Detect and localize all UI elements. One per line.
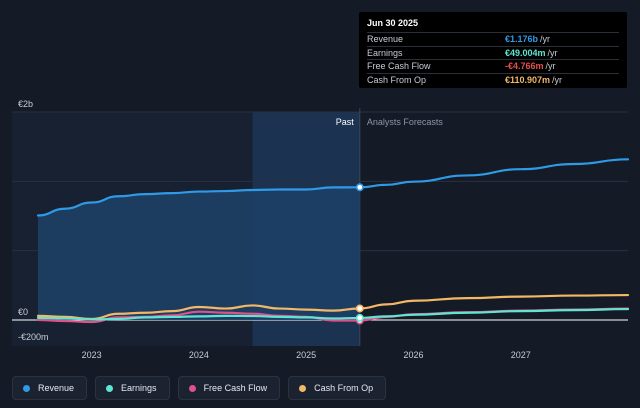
legend: Revenue Earnings Free Cash Flow Cash Fro… (12, 376, 387, 400)
legend-dot-icon (188, 384, 196, 392)
forecast-label: Analysts Forecasts (367, 117, 444, 127)
series-line-cash-from-op (36, 293, 630, 321)
tooltip-date: Jun 30 2025 (367, 18, 419, 28)
legend-dot-icon (106, 384, 114, 392)
legend-dot-icon (299, 384, 307, 392)
tooltip-label: Cash From Op (367, 74, 427, 85)
legend-item-cash-from-op[interactable]: Cash From Op (288, 376, 387, 400)
legend-label: Cash From Op (314, 383, 374, 393)
legend-item-earnings[interactable]: Earnings (95, 376, 170, 400)
marker-revenue (355, 183, 364, 192)
tooltip-value: €110.907m (505, 74, 551, 85)
x-tick-label: 2023 (82, 350, 102, 360)
x-tick-label: 2027 (511, 350, 531, 360)
legend-item-revenue[interactable]: Revenue (12, 376, 88, 400)
x-tick-label: 2026 (403, 350, 423, 360)
past-label: Past (336, 117, 355, 127)
revenue-area (38, 187, 360, 320)
tooltip-label: Revenue (367, 34, 404, 45)
legend-label: Revenue (38, 383, 75, 393)
series-line-revenue (36, 158, 630, 217)
legend-label: Earnings (121, 383, 157, 393)
tooltip-value: -€4.766m (505, 61, 544, 72)
tooltip-row-earnings: Earnings €49.004m /yr (367, 45, 619, 60)
tooltip-label: Free Cash Flow (367, 61, 431, 72)
tooltip-value: €1.176b (505, 34, 539, 45)
tooltip-row-free-cash-flow: Free Cash Flow -€4.766m /yr (367, 59, 619, 73)
legend-item-free-cash-flow[interactable]: Free Cash Flow (177, 376, 281, 400)
tooltip-unit: /yr (552, 74, 563, 85)
y-tick-label: €2b (18, 99, 33, 109)
legend-label: Free Cash Flow (203, 383, 268, 393)
tooltip-unit: /yr (540, 34, 551, 45)
x-tick-label: 2025 (296, 350, 316, 360)
x-tick-label: 2024 (189, 350, 209, 360)
tooltip-unit: /yr (545, 61, 556, 72)
y-tick-label: -€200m (18, 332, 49, 342)
marker-earnings (355, 313, 364, 322)
tooltip-unit: /yr (547, 47, 558, 58)
tooltip-label: Earnings (367, 47, 403, 58)
y-tick-label: €0 (18, 307, 28, 317)
legend-dot-icon (23, 384, 30, 392)
tooltip: Jun 30 2025 Revenue €1.176b /yr Earnings… (359, 12, 627, 88)
marker-cash-from-op (355, 304, 364, 313)
tooltip-row-cash-from-op: Cash From Op €110.907m /yr (367, 72, 619, 87)
tooltip-row-revenue: Revenue €1.176b /yr (367, 32, 619, 46)
tooltip-value: €49.004m (505, 47, 546, 58)
series-line-earnings (36, 307, 630, 321)
